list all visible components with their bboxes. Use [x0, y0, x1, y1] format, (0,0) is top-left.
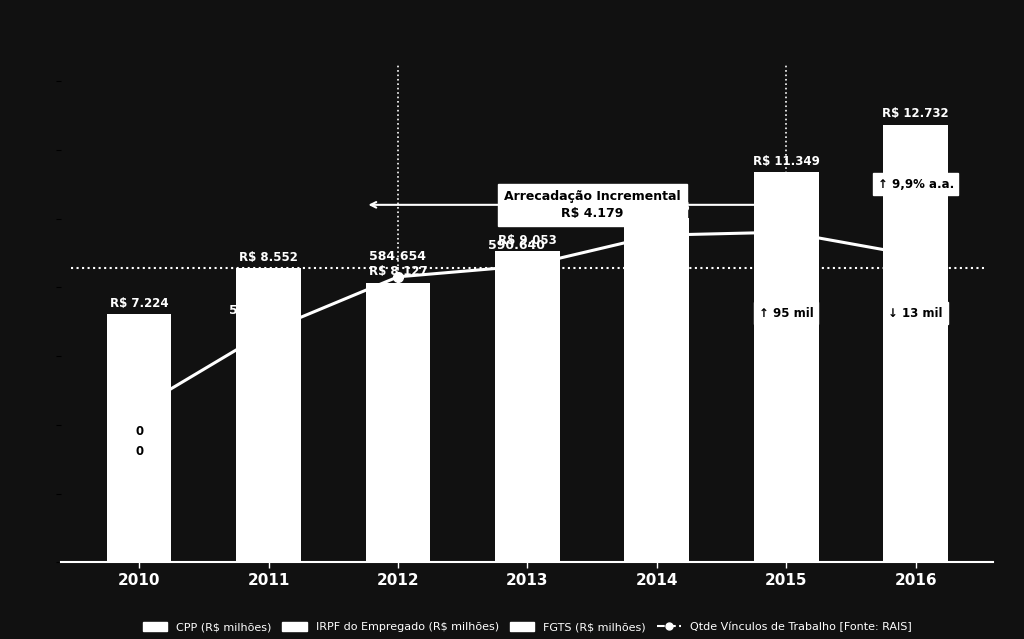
Text: 0: 0: [135, 445, 143, 458]
Text: R$ 9.053: R$ 9.053: [498, 234, 557, 247]
Text: Arrecadação Incremental
R$ 4.179: Arrecadação Incremental R$ 4.179: [504, 190, 680, 220]
Text: 0: 0: [135, 425, 143, 438]
Bar: [754, 173, 818, 562]
Text: 596.272: 596.272: [887, 229, 944, 242]
Text: 555.469: 555.469: [229, 304, 286, 317]
Bar: [625, 219, 689, 562]
Bar: [884, 125, 948, 562]
Text: ↑ 95 mil: ↑ 95 mil: [759, 307, 814, 320]
Bar: [106, 314, 171, 562]
Text: ↑ 9,9% a.a.: ↑ 9,9% a.a.: [878, 178, 953, 190]
Text: 513.701: 513.701: [111, 381, 168, 394]
Text: R$ 8.127: R$ 8.127: [369, 265, 427, 279]
Legend: CPP (R$ milhões), IRPF do Empregado (R$ milhões), FGTS (R$ milhões), Qtde Víncul: CPP (R$ milhões), IRPF do Empregado (R$ …: [138, 617, 916, 636]
Text: 590.640: 590.640: [487, 239, 545, 252]
Bar: [495, 251, 560, 562]
Text: 607.188: 607.188: [629, 208, 685, 221]
Text: ↓ 13 mil: ↓ 13 mil: [889, 307, 943, 320]
Text: 608.868: 608.868: [758, 205, 814, 219]
Text: 584.654: 584.654: [370, 250, 426, 263]
Text: R$ 8.552: R$ 8.552: [239, 251, 298, 264]
Bar: [237, 268, 301, 562]
Text: R$ 7.224: R$ 7.224: [110, 296, 168, 309]
Text: R$ 11.349: R$ 11.349: [753, 155, 819, 168]
Bar: [366, 283, 430, 562]
Text: R$ 12.732: R$ 12.732: [883, 107, 949, 120]
Text: R$ 10.006: R$ 10.006: [624, 201, 690, 214]
